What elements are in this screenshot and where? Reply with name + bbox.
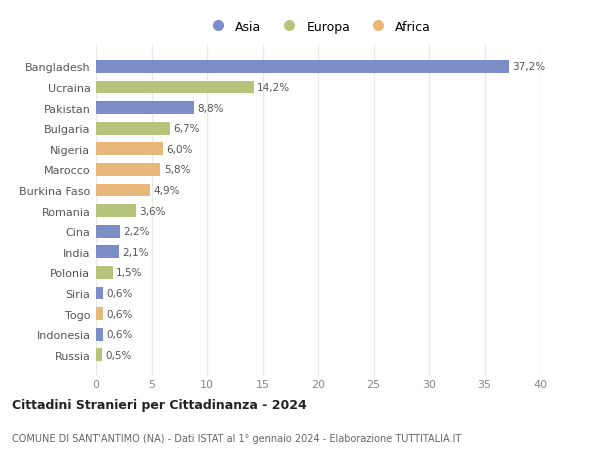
Bar: [96, 164, 160, 176]
Text: 37,2%: 37,2%: [512, 62, 545, 72]
Bar: [96, 287, 103, 300]
Text: 6,0%: 6,0%: [166, 145, 193, 155]
Bar: [96, 225, 121, 238]
Text: COMUNE DI SANT'ANTIMO (NA) - Dati ISTAT al 1° gennaio 2024 - Elaborazione TUTTIT: COMUNE DI SANT'ANTIMO (NA) - Dati ISTAT …: [12, 433, 461, 442]
Bar: [96, 205, 136, 218]
Text: 2,1%: 2,1%: [122, 247, 149, 257]
Text: 8,8%: 8,8%: [197, 103, 224, 113]
Text: 0,6%: 0,6%: [106, 288, 133, 298]
Text: 3,6%: 3,6%: [139, 206, 166, 216]
Text: Cittadini Stranieri per Cittadinanza - 2024: Cittadini Stranieri per Cittadinanza - 2…: [12, 398, 307, 412]
Bar: [96, 123, 170, 135]
Text: 1,5%: 1,5%: [116, 268, 142, 278]
Bar: [96, 246, 119, 258]
Bar: [96, 184, 151, 197]
Bar: [96, 308, 103, 320]
Text: 0,6%: 0,6%: [106, 309, 133, 319]
Bar: [96, 143, 163, 156]
Bar: [96, 328, 103, 341]
Text: 14,2%: 14,2%: [257, 83, 290, 93]
Text: 2,2%: 2,2%: [124, 227, 150, 237]
Text: 5,8%: 5,8%: [164, 165, 190, 175]
Legend: Asia, Europa, Africa: Asia, Europa, Africa: [200, 16, 436, 39]
Text: 6,7%: 6,7%: [174, 124, 200, 134]
Bar: [96, 266, 113, 279]
Bar: [96, 102, 194, 115]
Text: 0,6%: 0,6%: [106, 330, 133, 339]
Text: 0,5%: 0,5%: [105, 350, 131, 360]
Bar: [96, 81, 254, 94]
Text: 4,9%: 4,9%: [154, 185, 180, 196]
Bar: [96, 61, 509, 73]
Bar: [96, 349, 101, 361]
